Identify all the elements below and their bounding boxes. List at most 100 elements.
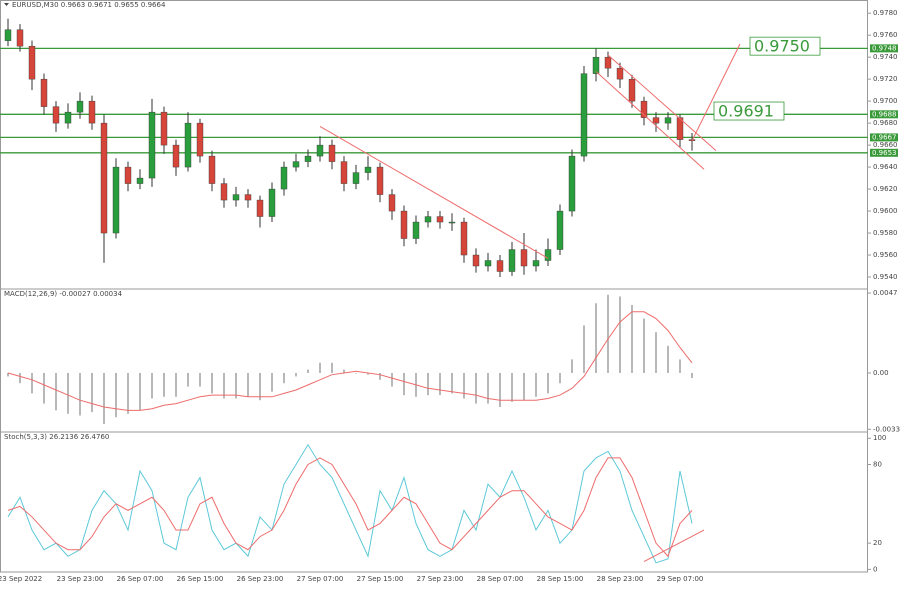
candle-body (376, 166, 384, 195)
macd-bar (619, 296, 621, 373)
macd-title: MACD(12,26,9) -0.00027 0.00034 (4, 290, 123, 298)
candle-body (304, 155, 312, 162)
y-tick-label: 0.9660 (873, 141, 898, 149)
x-tick-label: 23 Sep 23:00 (57, 575, 104, 583)
candle-body (280, 166, 288, 190)
candle-body (28, 45, 36, 80)
y-tick-label: 0.9620 (873, 185, 898, 193)
x-tick-label: 27 Sep 23:00 (417, 575, 464, 583)
macd-bar (7, 372, 9, 377)
macd-bar (79, 372, 81, 416)
macd-bar (499, 372, 501, 408)
annotation: 0.9691 (718, 102, 774, 121)
y-tick-label: 0.9640 (873, 163, 898, 171)
candle-body (184, 122, 192, 168)
y-tick-label: 0.9780 (873, 9, 898, 17)
x-tick-label: 26 Sep 15:00 (177, 575, 224, 583)
trend-line (595, 71, 705, 170)
annotation-box (713, 101, 785, 121)
candle-body (472, 254, 480, 267)
candle-body (100, 122, 108, 234)
level-label: 0.9667 (872, 133, 897, 141)
candle-body (628, 78, 636, 102)
macd-bar (427, 372, 429, 396)
candle-body (436, 216, 444, 223)
candle-body (64, 111, 72, 124)
level-label: 0.9748 (872, 44, 897, 52)
macd-bar (235, 372, 237, 399)
macd-bar (487, 372, 489, 404)
y-tick-label: 0.9540 (873, 273, 898, 281)
candle-body (460, 221, 468, 256)
macd-bar (91, 372, 93, 413)
candle-body (568, 155, 576, 212)
macd-bar (391, 372, 393, 387)
candle-body (496, 260, 504, 272)
candle-body (400, 210, 408, 239)
macd-bar (451, 372, 453, 394)
macd-bar (67, 372, 69, 414)
macd-bar (151, 372, 153, 399)
annotation: 0.9750 (754, 37, 810, 56)
level-label-box (870, 148, 898, 157)
macd-bar (103, 372, 105, 425)
candle-body (124, 166, 132, 184)
x-tick-label: 29 Sep 07:00 (657, 575, 704, 583)
candle-body (160, 111, 168, 146)
stoch-main-line (7, 443, 693, 564)
macd-bar (667, 345, 669, 373)
macd-bar (331, 362, 333, 373)
x-tick-label: 23 Sep 2022 (0, 575, 42, 583)
macd-bar (43, 372, 45, 404)
candle-body (664, 117, 672, 124)
x-tick-label: 28 Sep 07:00 (477, 575, 524, 583)
y-tick-label: 0.9760 (873, 31, 898, 39)
macd-bar (295, 372, 297, 377)
candle-body (4, 29, 12, 41)
macd-bar (199, 372, 201, 387)
candle-body (520, 249, 528, 267)
candle-body (232, 194, 240, 201)
x-tick-label: 27 Sep 15:00 (357, 575, 404, 583)
candle-body (328, 144, 336, 162)
macd-bar (535, 372, 537, 397)
macd-bar (523, 372, 525, 401)
annotation-box (749, 36, 821, 56)
candle-body (640, 100, 648, 118)
candle-body (448, 221, 456, 224)
stoch-title: Stoch(5,3,3) 26.2136 26.4760 (4, 433, 109, 441)
candle-body (268, 188, 276, 217)
y-tick-label: 0 (873, 565, 877, 573)
stoch-signal-line (7, 457, 693, 558)
macd-bar (31, 372, 33, 394)
macd-bar (259, 372, 261, 401)
candle-body (580, 73, 588, 157)
candle-body (652, 117, 660, 124)
macd-bar (355, 372, 357, 374)
candle-body (220, 183, 228, 201)
level-label-box (870, 110, 898, 119)
candle-body (208, 155, 216, 184)
y-tick-label: 0.9600 (873, 207, 898, 215)
macd-bar (583, 325, 585, 373)
y-tick-label: 0.00 (873, 369, 889, 377)
x-tick-label: 27 Sep 07:00 (297, 575, 344, 583)
macd-bar (187, 372, 189, 387)
y-tick-label: 0.9580 (873, 229, 898, 237)
macd-bar (343, 369, 345, 373)
macd-bar (211, 372, 213, 394)
macd-bar (319, 362, 321, 373)
candle-body (676, 117, 684, 140)
y-tick-label: 80 (873, 460, 882, 468)
candle-body (412, 221, 420, 239)
plot-frame (0, 0, 868, 573)
macd-bar (175, 372, 177, 397)
candle-body (424, 216, 432, 223)
macd-bar (55, 372, 57, 411)
level-label: 0.9653 (872, 149, 897, 157)
y-tick-label: 0.0047 (873, 289, 898, 297)
candle-body (616, 67, 624, 80)
candle-body (112, 166, 120, 234)
macd-bar (139, 372, 141, 411)
